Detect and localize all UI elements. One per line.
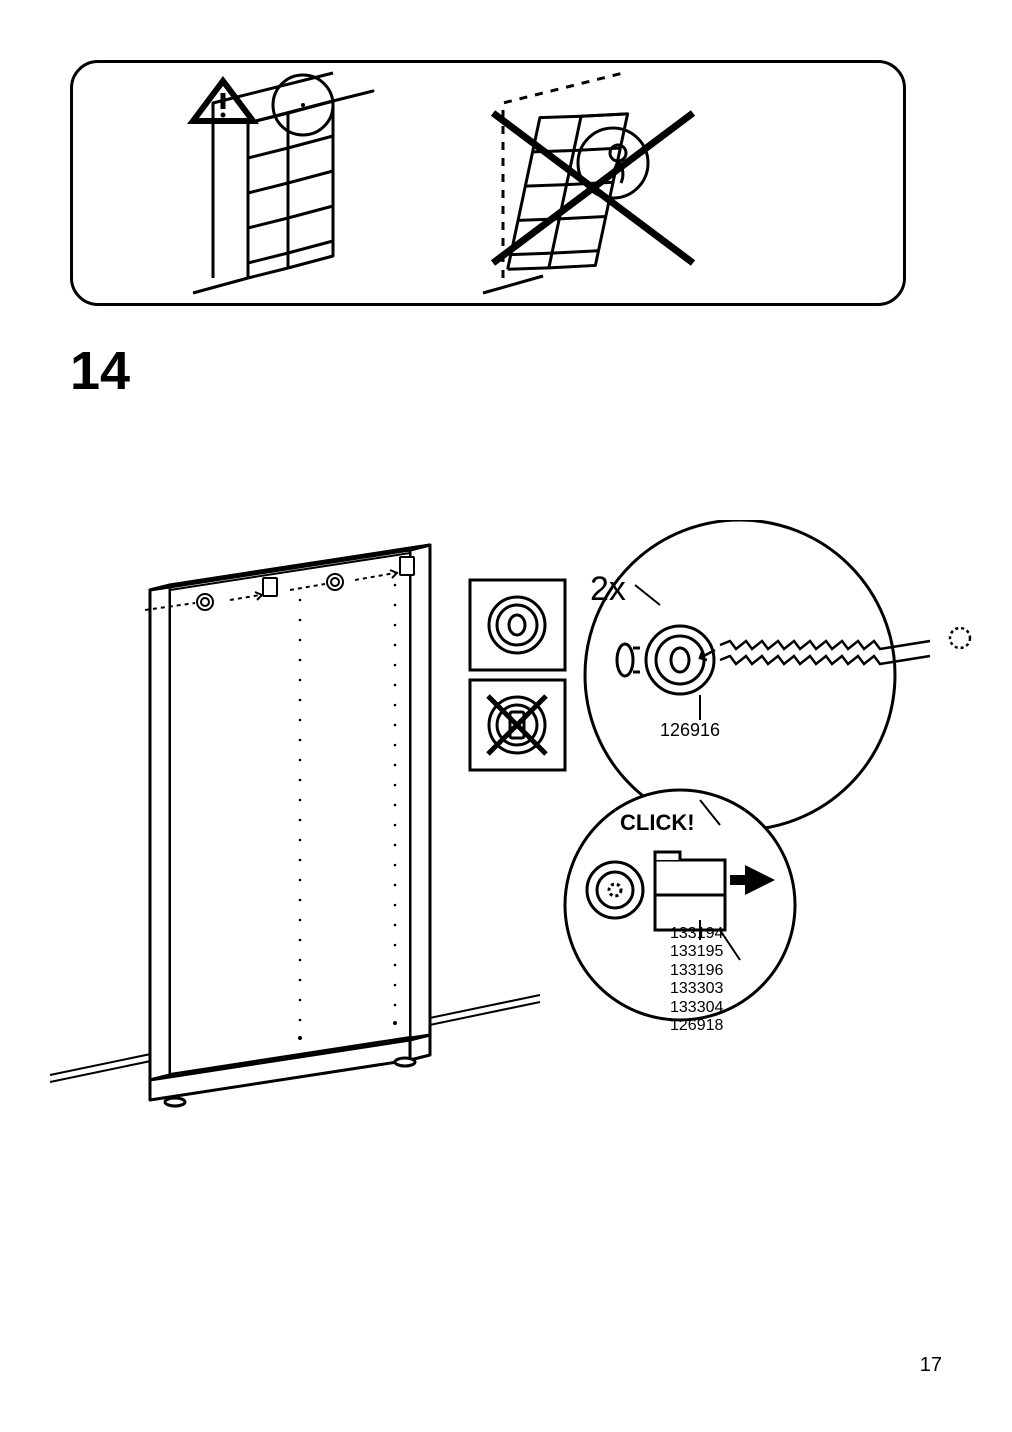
assembly-instruction-page: 14 [0,0,1012,1432]
page-number: 17 [920,1354,942,1377]
quantity-label: 2x [590,570,626,609]
part-number-cam: 126916 [660,720,720,741]
main-assembly-illustration [0,520,1012,1220]
warning-illustration [73,63,903,303]
click-sound-label: CLICK! [620,810,695,836]
step-number: 14 [70,340,130,402]
part-number-list: 133194 133195 133196 133303 133304 12691… [670,925,723,1035]
warning-panel [70,60,906,306]
